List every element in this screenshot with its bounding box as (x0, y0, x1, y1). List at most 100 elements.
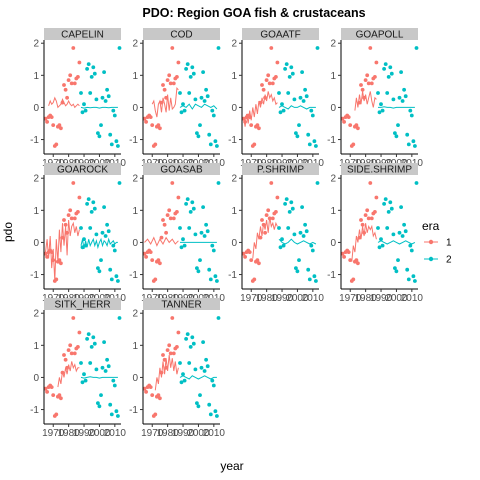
x-tick-label: 1990 (73, 428, 96, 439)
x-tick-label: 2010 (203, 428, 226, 439)
data-point (111, 108, 116, 113)
x-tick-label: 2010 (401, 293, 424, 304)
data-point (117, 46, 122, 50)
data-point (103, 369, 108, 373)
data-point (357, 235, 362, 240)
data-point (405, 267, 410, 272)
data-point (362, 95, 366, 100)
y-tick-label: 1 (330, 206, 336, 217)
data-point (198, 123, 202, 127)
data-point (181, 237, 185, 242)
data-point (362, 230, 366, 235)
data-point (171, 81, 176, 86)
data-point (307, 277, 312, 282)
data-point (59, 396, 63, 401)
data-point (377, 110, 382, 115)
data-point (83, 243, 88, 248)
facet-strip-label: SITK_HERR (54, 300, 110, 311)
data-point (150, 123, 155, 127)
y-tick-label: -1 (228, 270, 237, 281)
data-point (188, 210, 193, 214)
data-point (403, 229, 408, 234)
data-point (315, 46, 320, 50)
data-point (159, 370, 164, 375)
y-tick-label: 2 (33, 39, 39, 50)
data-point (396, 123, 400, 127)
data-point (386, 75, 391, 79)
x-tick-label: 1990 (370, 293, 393, 304)
data-point (91, 200, 96, 205)
data-point (207, 132, 212, 137)
facet-strip (143, 163, 220, 175)
data-point (399, 70, 403, 74)
data-point (92, 206, 97, 211)
data-point (304, 229, 309, 234)
data-point (295, 269, 300, 274)
data-point (168, 81, 173, 86)
data-point (108, 267, 113, 272)
data-point (274, 75, 278, 79)
data-point (59, 126, 63, 131)
data-point (83, 108, 88, 113)
data-point (281, 243, 286, 248)
data-point (359, 218, 363, 222)
data-point (91, 335, 96, 340)
data-point (281, 108, 286, 113)
data-point (168, 351, 173, 356)
data-point (62, 218, 66, 222)
data-point (106, 364, 111, 369)
facet-strip-label: GOASAB (160, 165, 203, 176)
data-point (207, 402, 212, 407)
data-point (365, 208, 370, 213)
data-point (408, 243, 413, 248)
data-point (207, 267, 212, 272)
data-point (373, 210, 377, 214)
data-point (65, 230, 69, 235)
data-point (399, 205, 403, 210)
data-point (112, 248, 117, 253)
data-point (213, 409, 218, 414)
data-point (108, 132, 113, 137)
data-point (376, 226, 380, 230)
era1-line (154, 354, 179, 391)
y-tick-label: 2 (132, 39, 138, 50)
data-point (60, 235, 65, 240)
data-point (406, 277, 411, 282)
data-point (411, 139, 416, 144)
data-point (275, 195, 280, 200)
data-point (193, 367, 198, 372)
data-point (396, 258, 400, 262)
data-point (43, 116, 48, 121)
x-tick-label: 1970 (240, 293, 263, 304)
data-point (369, 81, 374, 86)
data-point (365, 73, 370, 78)
data-point (156, 123, 161, 127)
data-point (150, 393, 155, 397)
data-point (144, 255, 149, 259)
data-point (116, 279, 120, 283)
data-point (69, 351, 74, 356)
data-point (170, 316, 175, 320)
data-point (94, 97, 99, 102)
data-point (179, 245, 184, 250)
data-point (205, 229, 210, 234)
data-point (287, 210, 292, 214)
data-point (103, 234, 108, 238)
data-point (314, 144, 318, 148)
y-tick-label: 2 (132, 174, 138, 185)
data-point (275, 60, 280, 65)
facet-strip (242, 28, 319, 40)
data-point (414, 181, 419, 185)
data-point (164, 230, 169, 235)
data-point (363, 213, 368, 218)
legend: era 12 (422, 219, 452, 266)
data-point (54, 277, 59, 282)
data-point (360, 222, 365, 227)
data-point (77, 60, 82, 65)
data-point (287, 75, 292, 79)
data-point (191, 71, 196, 76)
data-point (301, 234, 306, 238)
data-point (144, 120, 149, 124)
data-point (99, 258, 103, 262)
